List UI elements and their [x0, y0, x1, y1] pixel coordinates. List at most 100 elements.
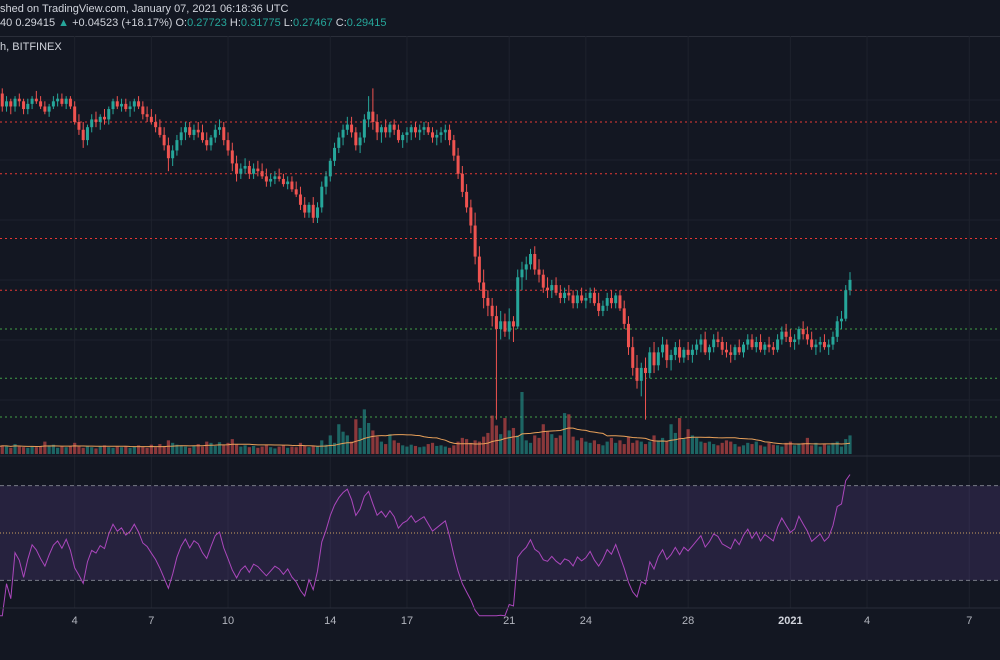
candle: [733, 344, 737, 361]
candle: [737, 339, 741, 355]
time-axis: 471014172124282021471114: [72, 615, 973, 627]
volume-bar: [162, 445, 166, 454]
candle: [396, 124, 400, 143]
candle: [818, 336, 822, 353]
candle: [418, 124, 422, 141]
volume-bar: [290, 446, 294, 454]
volume-bar: [729, 441, 733, 454]
volume-bar: [26, 447, 30, 454]
volume-bar: [384, 444, 388, 454]
volume-bar: [358, 427, 362, 454]
volume-bar: [337, 424, 341, 454]
close-label: C:: [335, 17, 347, 29]
volume-bar: [618, 440, 622, 454]
volume-bar: [528, 442, 533, 454]
volume-bar: [724, 440, 729, 454]
volume-bar: [405, 446, 409, 454]
time-tick-label: 24: [580, 615, 592, 627]
candle: [835, 316, 839, 342]
candle: [541, 269, 545, 293]
candle: [162, 127, 166, 151]
candle: [192, 124, 196, 141]
volume-bar: [477, 441, 481, 454]
candle: [550, 279, 554, 298]
volume-bar: [678, 418, 682, 454]
candle: [311, 197, 315, 223]
candle: [294, 181, 298, 198]
candle: [580, 287, 584, 304]
candle: [422, 122, 426, 135]
volume-bar: [716, 445, 720, 454]
volume-bar: [571, 436, 575, 454]
volume-bar: [562, 413, 567, 454]
volume-bar: [435, 445, 439, 454]
candle: [175, 134, 179, 156]
volume-bar: [648, 441, 652, 454]
volume-bar: [124, 445, 128, 454]
low-value: 0.27467: [292, 17, 333, 29]
volume-bar: [669, 424, 673, 454]
volume-bar: [392, 440, 396, 454]
candle: [124, 98, 128, 112]
volume-bar: [588, 442, 592, 454]
candle: [0, 88, 4, 112]
volume-bar: [111, 447, 115, 454]
volume-bar: [264, 444, 268, 454]
candle: [154, 114, 158, 133]
candle: [656, 347, 660, 371]
candle: [196, 122, 200, 138]
volume-bar: [341, 431, 345, 454]
volume-bar: [303, 445, 307, 454]
volume-bar: [665, 441, 669, 454]
volume-bar: [98, 446, 102, 454]
candle: [784, 323, 788, 342]
candle: [9, 98, 13, 115]
candle: [631, 336, 635, 376]
volume-bar: [558, 435, 562, 454]
candle: [350, 116, 354, 138]
time-tick-label: 14: [324, 615, 336, 627]
volume-bar: [354, 419, 358, 454]
rsi-band: [0, 485, 1000, 581]
volume-bar: [469, 442, 473, 454]
volume-bar: [409, 444, 413, 454]
candle: [68, 96, 72, 110]
volume-bar: [550, 434, 554, 454]
volume-bar: [452, 445, 456, 454]
candle: [47, 103, 51, 117]
candle: [699, 334, 703, 353]
volume-bar: [90, 447, 94, 454]
volume-bar: [47, 445, 51, 454]
candle: [413, 122, 417, 138]
candle: [503, 313, 507, 337]
candle: [707, 344, 711, 361]
candle: [571, 290, 575, 309]
candle: [320, 181, 324, 213]
time-tick-label: 28: [682, 615, 694, 627]
candle: [22, 98, 26, 115]
candle: [443, 124, 447, 141]
volume-bar: [179, 445, 183, 454]
candle: [281, 173, 285, 187]
candle: [73, 101, 77, 125]
volume-bar: [217, 442, 222, 454]
candle: [720, 336, 724, 355]
candle: [337, 132, 341, 154]
candle: [388, 122, 392, 138]
candle: [341, 124, 345, 146]
volume-bar: [831, 442, 835, 454]
time-tick-label: 17: [401, 615, 413, 627]
candle: [230, 142, 234, 172]
volume-bar: [784, 442, 788, 454]
candle: [333, 142, 337, 166]
candle: [239, 163, 243, 179]
candle: [597, 292, 601, 317]
candle: [686, 342, 690, 361]
candle: [520, 261, 524, 291]
candle: [584, 292, 588, 309]
candle: [695, 339, 699, 355]
volume-bar: [818, 446, 822, 454]
candle: [60, 93, 64, 107]
volume-bar: [115, 446, 119, 454]
